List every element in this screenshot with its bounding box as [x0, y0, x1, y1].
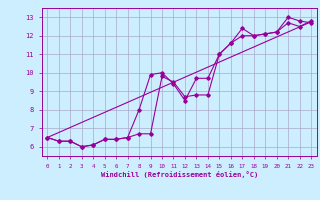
X-axis label: Windchill (Refroidissement éolien,°C): Windchill (Refroidissement éolien,°C) — [100, 171, 258, 178]
